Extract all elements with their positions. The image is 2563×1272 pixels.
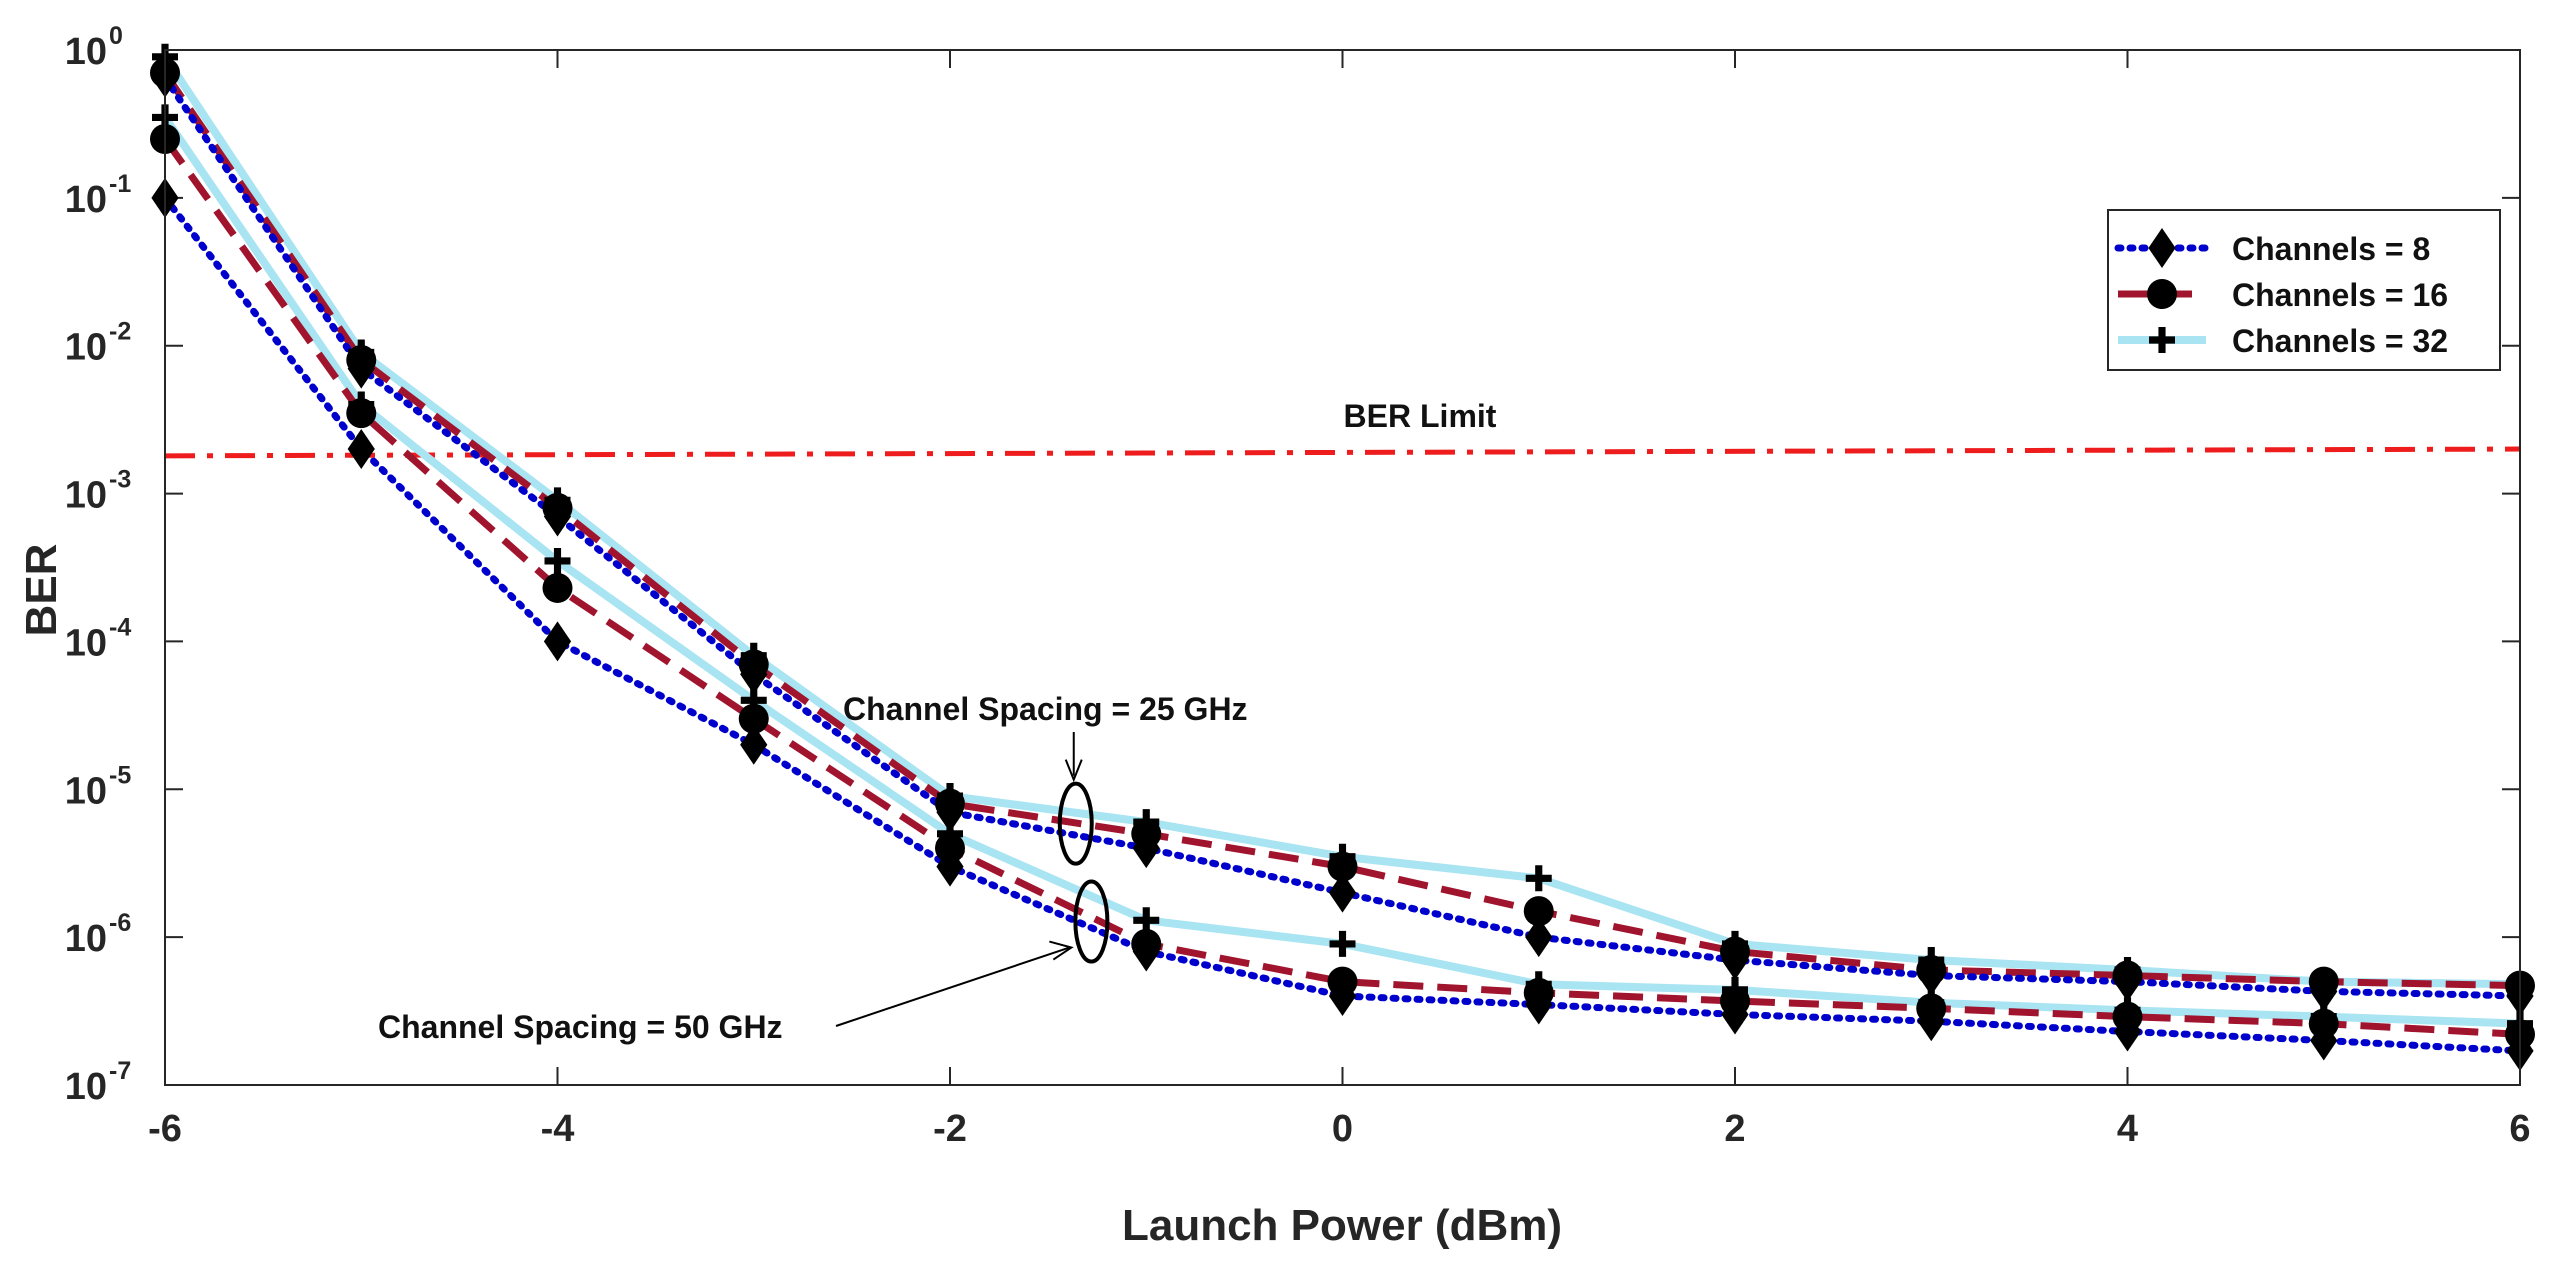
y-tick-base: 10 — [65, 770, 107, 812]
spacing-50-arrow — [835, 946, 1070, 1027]
legend-entry: Channels = 32 — [2118, 323, 2448, 359]
y-tick-exponent: -5 — [109, 761, 131, 789]
data-point-plus — [1525, 865, 1552, 892]
x-tick-label: 6 — [2509, 1108, 2530, 1150]
y-tick-exponent: -4 — [109, 613, 131, 641]
data-point-diamond — [1132, 931, 1160, 972]
legend: Channels = 8 Channels = 16 Channels = 32 — [2107, 209, 2501, 371]
data-point-diamond — [347, 348, 375, 389]
series-layer — [150, 43, 2535, 1071]
data-point-diamond — [936, 792, 964, 833]
data-point-circle — [1327, 851, 1358, 882]
spacing-50-arrowhead — [1049, 940, 1074, 961]
y-tick-label: 10 -6 — [65, 909, 132, 960]
legend-entry: Channels = 16 — [2118, 277, 2448, 313]
legend-entry: Channels = 8 — [2114, 228, 2430, 268]
data-point-diamond — [740, 654, 768, 695]
data-point-diamond — [2113, 961, 2142, 1002]
spacing-25-label: Channel Spacing = 25 GHz — [843, 691, 1248, 727]
data-point-diamond — [740, 724, 768, 765]
data-point-diamond — [1917, 955, 1945, 996]
data-point-plus — [544, 547, 571, 574]
data-point-circle — [1523, 896, 1554, 927]
data-point-diamond — [1132, 828, 1160, 869]
y-tick-base: 10 — [65, 179, 107, 221]
annotation-layer: Channel Spacing = 25 GHz Channel Spacing … — [378, 691, 1248, 1045]
data-point-diamond — [1328, 975, 1357, 1016]
y-tick-label: 10 -5 — [65, 761, 132, 812]
spacing-25-arrowhead — [1064, 759, 1083, 783]
x-tick-label: -4 — [541, 1108, 575, 1150]
ber-limit-line — [164, 446, 2521, 459]
y-tick-label: 10 0 — [65, 22, 123, 73]
x-tick-label: 0 — [1332, 1108, 1353, 1150]
y-tick-label: 10 -1 — [65, 170, 132, 221]
series-markers-1 — [151, 57, 2534, 1016]
data-point-diamond — [2310, 1020, 2338, 1061]
y-tick-label: 10 -7 — [65, 1057, 132, 1108]
y-tick-exponent: -3 — [109, 466, 131, 494]
data-point-diamond — [1328, 872, 1357, 913]
data-point-diamond — [543, 621, 572, 662]
y-tick-base: 10 — [65, 327, 107, 369]
ber-limit-label: BER Limit — [1344, 398, 1497, 434]
data-point-diamond — [543, 496, 572, 537]
y-tick-exponent: -7 — [109, 1057, 131, 1085]
plot-area-background — [165, 50, 2520, 1085]
x-tick-label: -2 — [933, 1108, 967, 1150]
data-point-plus — [1329, 930, 1356, 957]
x-tick-label: 4 — [2117, 1108, 2138, 1150]
data-point-diamond — [1525, 917, 1553, 958]
data-point-diamond — [1917, 1001, 1945, 1042]
x-tick-label: 2 — [1724, 1108, 1745, 1150]
y-tick-label: 10 -2 — [65, 318, 132, 369]
data-point-diamond — [347, 429, 375, 470]
data-point-diamond — [2113, 1011, 2142, 1052]
data-point-circle — [346, 398, 377, 429]
legend-label: Channels = 8 — [2232, 231, 2430, 267]
x-axis-label: Launch Power (dBm) — [1122, 1201, 1562, 1250]
spacing-50-label: Channel Spacing = 50 GHz — [378, 1009, 783, 1045]
data-point-diamond — [2310, 971, 2338, 1012]
y-tick-base: 10 — [65, 31, 107, 73]
legend-label: Channels = 16 — [2232, 277, 2448, 313]
data-point-circle — [542, 572, 573, 603]
legend-marker-plus — [2149, 327, 2175, 353]
y-tick-base: 10 — [65, 918, 107, 960]
spacing-25-ellipse — [1057, 781, 1094, 866]
y-tick-base: 10 — [65, 622, 107, 664]
y-tick-base: 10 — [65, 475, 107, 517]
legend-marker-diamond — [2148, 228, 2176, 268]
data-point-diamond — [1721, 994, 1749, 1035]
legend-marker-circle — [2147, 279, 2177, 309]
data-point-diamond — [936, 846, 964, 887]
y-axis-label: BER — [17, 544, 66, 637]
y-tick-base: 10 — [65, 1066, 107, 1108]
data-point-diamond — [1525, 984, 1553, 1025]
y-tick-exponent: -1 — [109, 170, 131, 198]
spacing-50-ellipse — [1073, 879, 1110, 964]
plot-area-frame — [164, 49, 2521, 1086]
y-tick-exponent: -6 — [109, 909, 131, 937]
data-point-diamond — [1721, 940, 1749, 981]
data-point-circle — [738, 703, 769, 734]
ber-limit-layer: BER Limit — [164, 398, 2521, 459]
y-tick-exponent: -2 — [109, 318, 131, 346]
x-tick-label: -6 — [148, 1108, 182, 1150]
x-tick-labels: -6 -4 -2 0 2 4 6 — [148, 1108, 2530, 1150]
y-tick-label: 10 -4 — [65, 613, 132, 664]
y-tick-label: 10 -3 — [65, 466, 132, 517]
legend-label: Channels = 32 — [2232, 323, 2448, 359]
y-tick-exponent: 0 — [109, 22, 123, 50]
